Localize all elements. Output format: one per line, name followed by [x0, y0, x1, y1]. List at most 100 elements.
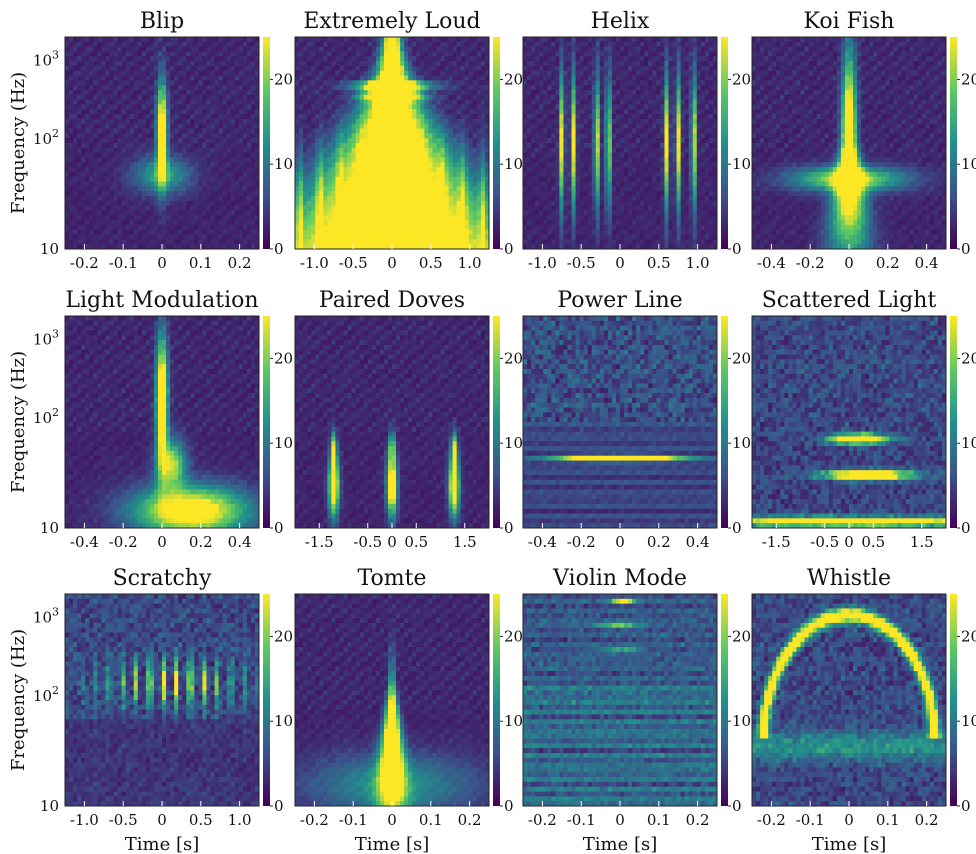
heatmap-cell — [295, 162, 299, 167]
heatmap-cell — [130, 100, 134, 105]
heatmap-cell — [400, 80, 404, 85]
heatmap-cell — [178, 76, 182, 81]
heatmap-cell — [457, 153, 461, 158]
heatmap-cell — [89, 66, 93, 71]
heatmap-cell — [481, 37, 485, 42]
heatmap-cell — [376, 172, 380, 177]
heatmap-cell — [162, 235, 166, 240]
heatmap-cell — [239, 85, 243, 90]
heatmap-cell — [101, 210, 105, 215]
heatmap-cell — [85, 61, 89, 66]
heatmap-cell — [130, 235, 134, 240]
heatmap-cell — [689, 37, 693, 42]
heatmap-cell — [150, 95, 154, 100]
heatmap-cell — [146, 76, 150, 81]
heatmap-cell — [356, 230, 360, 235]
heatmap-cell — [311, 109, 315, 114]
heatmap-cell — [388, 133, 392, 138]
heatmap-cell — [315, 56, 319, 61]
heatmap-cell — [227, 37, 231, 42]
heatmap-cell — [335, 191, 339, 196]
heatmap-cell — [307, 133, 311, 138]
heatmap-cell — [396, 206, 400, 211]
heatmap-cell — [166, 225, 170, 230]
heatmap-cell — [628, 51, 632, 56]
heatmap-cell — [469, 51, 473, 56]
heatmap-cell — [251, 61, 255, 66]
heatmap-cell — [247, 172, 251, 177]
heatmap-cell — [604, 61, 608, 66]
heatmap-cell — [299, 85, 303, 90]
heatmap-cell — [424, 51, 428, 56]
heatmap-cell — [299, 66, 303, 71]
heatmap-cell — [567, 71, 571, 76]
heatmap-cell — [307, 201, 311, 206]
heatmap-cell — [198, 182, 202, 187]
heatmap-cell — [344, 124, 348, 129]
heatmap-cell — [77, 85, 81, 90]
heatmap-cell — [182, 90, 186, 95]
heatmap-cell — [461, 90, 465, 95]
heatmap-cell — [202, 104, 206, 109]
heatmap-cell — [481, 133, 485, 138]
heatmap-cell — [219, 109, 223, 114]
heatmap-cell — [412, 162, 416, 167]
heatmap-cell — [473, 167, 477, 172]
heatmap-cell — [223, 100, 227, 105]
heatmap-cell — [531, 37, 535, 42]
heatmap-cell — [118, 206, 122, 211]
heatmap-cell — [202, 66, 206, 71]
heatmap-cell — [73, 51, 77, 56]
heatmap-cell — [701, 47, 705, 52]
heatmap-cell — [186, 230, 190, 235]
heatmap-cell — [352, 230, 356, 235]
heatmap-cell — [701, 71, 705, 76]
heatmap-cell — [146, 177, 150, 182]
heatmap-cell — [247, 177, 251, 182]
heatmap-cell — [182, 51, 186, 56]
heatmap-cell — [368, 235, 372, 240]
heatmap-cell — [449, 210, 453, 215]
heatmap-cell — [105, 109, 109, 114]
heatmap-cell — [681, 71, 685, 76]
heatmap-cell — [182, 95, 186, 100]
heatmap-cell — [134, 239, 138, 244]
heatmap-cell — [352, 95, 356, 100]
heatmap-cell — [162, 138, 166, 143]
heatmap-cell — [77, 162, 81, 167]
heatmap-cell — [206, 37, 210, 42]
heatmap-cell — [592, 42, 596, 47]
heatmap-cell — [307, 61, 311, 66]
heatmap-cell — [368, 129, 372, 134]
heatmap-cell — [420, 177, 424, 182]
heatmap-cell — [416, 210, 420, 215]
heatmap-cell — [235, 143, 239, 148]
heatmap-cell — [146, 167, 150, 172]
heatmap-cell — [628, 71, 632, 76]
heatmap-cell — [404, 235, 408, 240]
heatmap-cell — [77, 206, 81, 211]
heatmap-cell — [130, 177, 134, 182]
heatmap-cell — [105, 186, 109, 191]
heatmap-cell — [677, 61, 681, 66]
heatmap-cell — [247, 186, 251, 191]
heatmap-cell — [73, 196, 77, 201]
heatmap-cell — [174, 114, 178, 119]
heatmap-cell — [202, 90, 206, 95]
heatmap-cell — [311, 61, 315, 66]
heatmap-cell — [243, 42, 247, 47]
heatmap-cell — [219, 162, 223, 167]
heatmap-cell — [315, 133, 319, 138]
heatmap-cell — [616, 66, 620, 71]
heatmap-cell — [660, 42, 664, 47]
heatmap-cell — [380, 206, 384, 211]
heatmap-cell — [384, 129, 388, 134]
heatmap-cell — [608, 51, 612, 56]
heatmap-cell — [445, 56, 449, 61]
heatmap-cell — [572, 51, 576, 56]
heatmap-cell — [198, 109, 202, 114]
heatmap-cell — [436, 61, 440, 66]
heatmap-cell — [235, 167, 239, 172]
heatmap-cell — [190, 143, 194, 148]
heatmap-cell — [101, 100, 105, 105]
